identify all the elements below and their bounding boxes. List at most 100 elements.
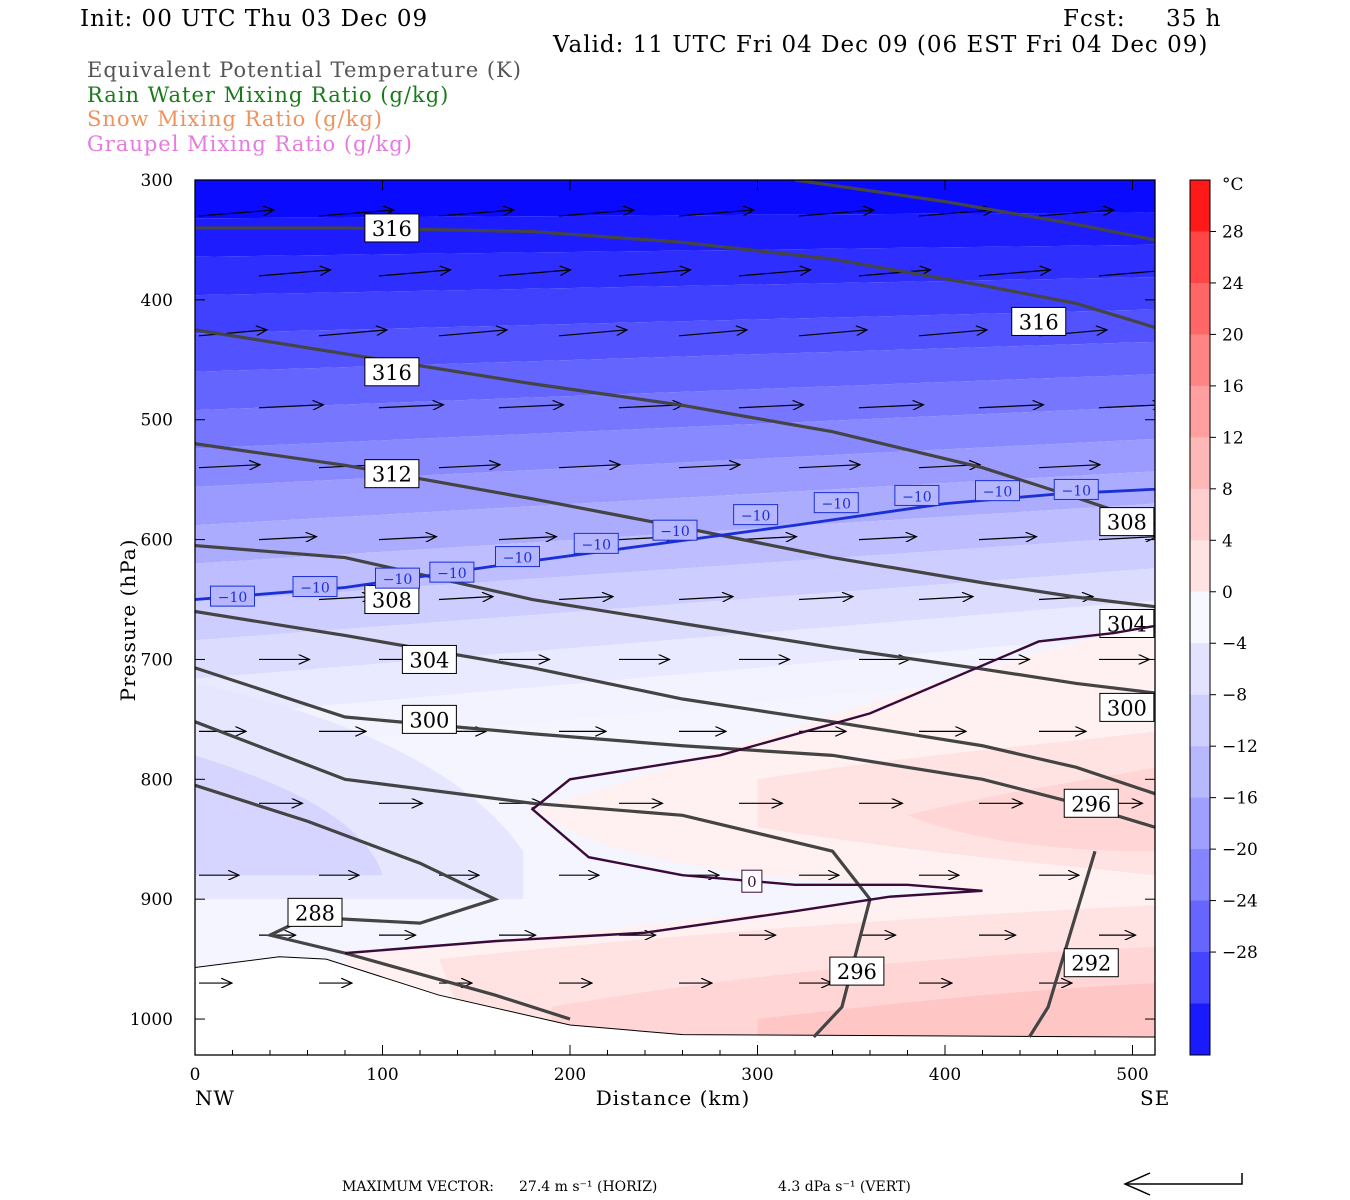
wind-vector	[558, 597, 613, 600]
temperature-contour	[195, 487, 1155, 601]
x-tick-label: 200	[554, 1065, 586, 1085]
colorbar-label: 16	[1222, 377, 1244, 397]
temperature-label: 0	[741, 869, 763, 893]
theta-e-label: 296	[829, 956, 885, 986]
theta-e-label-text: 296	[837, 960, 877, 984]
wind-vector	[558, 465, 620, 468]
reference-vector-icon	[1123, 1172, 1243, 1196]
colorbar-swatch	[1190, 282, 1210, 335]
colorbar-label: −20	[1222, 840, 1258, 860]
legend-graupel: Graupel Mixing Ratio (g/kg)	[87, 132, 413, 156]
wind-vector	[1038, 210, 1114, 217]
temperature-label: −10	[1053, 478, 1099, 500]
theta-e-label-text: 316	[1019, 310, 1059, 334]
theta-e-label-text: 304	[409, 648, 449, 672]
colorbar-label: −28	[1222, 943, 1258, 963]
temperature-label-text: −10	[821, 497, 851, 513]
x-tick-label: 0	[190, 1065, 201, 1085]
temperature-label: −10	[210, 585, 255, 607]
colorbar-swatch	[1190, 180, 1210, 232]
wind-vector	[978, 270, 1051, 277]
temperature-shading	[195, 180, 1155, 1055]
wind-vector	[258, 270, 331, 277]
valid-time: Valid: 11 UTC Fri 04 Dec 09 (06 EST Fri …	[552, 32, 1208, 58]
colorbar-label: −16	[1222, 789, 1258, 809]
colorbar-label: −12	[1222, 737, 1258, 757]
colorbar-label: 4	[1222, 531, 1233, 551]
theta-e-label-text: 300	[409, 708, 449, 732]
wind-vector	[918, 597, 973, 600]
temperature-label-text: −10	[581, 537, 611, 553]
legend-rain-water: Rain Water Mixing Ratio (g/kg)	[87, 83, 449, 107]
wind-vector	[498, 270, 571, 277]
x-axis-title: Distance (km)	[596, 1086, 751, 1110]
wind-vector	[318, 210, 394, 217]
wind-vector	[1098, 270, 1155, 277]
colorbar-swatch	[1190, 540, 1210, 593]
theta-e-contour	[794, 180, 1155, 242]
wind-vector	[318, 330, 387, 337]
y-tick-label: 900	[141, 890, 173, 910]
colorbar: 28 24 20 16 12 8 4 0 −4 −8 −12 −16 −20 −24 −28	[1189, 179, 1258, 1056]
wind-vector	[378, 270, 451, 277]
temperature-label-text: −10	[741, 509, 771, 525]
wind-vector	[438, 330, 507, 337]
temperature-label: −10	[495, 546, 540, 568]
colorbar-label: 24	[1222, 274, 1244, 294]
temperature-label: −10	[975, 480, 1020, 502]
max-vector-label: MAXIMUM VECTOR:	[342, 1179, 494, 1195]
temperature-label-text: −10	[300, 581, 330, 597]
y-tick-label: 700	[141, 650, 173, 670]
temperature-label: −10	[652, 519, 698, 541]
init-time: Init: 00 UTC Thu 03 Dec 09	[80, 6, 428, 32]
y-tick-label: 800	[141, 770, 173, 790]
theta-e-label: 300	[401, 704, 457, 734]
theta-e-label-text: 308	[1107, 511, 1147, 535]
colorbar-swatch	[1190, 694, 1210, 747]
theta-e-label-text: 300	[1107, 696, 1147, 720]
theta-e-contour	[195, 720, 872, 1039]
theta-e-contour	[1028, 850, 1097, 1038]
temperature-label: −10	[375, 567, 420, 589]
temperature-label: −10	[429, 561, 475, 583]
temperature-label: −10	[292, 576, 338, 598]
y-axis-title: Pressure (hPa)	[116, 539, 140, 702]
x-axis: 0 100 200 300 400 500	[190, 180, 1149, 1085]
theta-e-label: 316	[1011, 306, 1067, 336]
y-tick-label: 1000	[130, 1010, 173, 1030]
theta-e-label: 300	[1099, 692, 1155, 722]
theta-e-label: 308	[364, 585, 420, 615]
wind-vector	[798, 330, 867, 337]
colorbar-label: −8	[1222, 686, 1247, 706]
wind-vector	[738, 270, 811, 277]
colorbar-swatch	[1190, 797, 1210, 850]
theta-e-label: 308	[1099, 507, 1155, 537]
x-tick-label: 100	[366, 1065, 398, 1085]
y-axis: 300 400 500 600 700 800 900 1000	[130, 171, 1155, 1030]
x-tick-label: 300	[741, 1065, 773, 1085]
x-tick-label: 400	[929, 1065, 961, 1085]
temperature-label-text: −10	[660, 524, 690, 540]
theta-e-label-text: 316	[372, 217, 412, 241]
theta-e-contour	[195, 609, 1155, 796]
wind-vector	[798, 465, 860, 468]
terrain-surface	[195, 956, 1155, 1055]
x-left-end-label: NW	[195, 1086, 235, 1110]
colorbar-label: −24	[1222, 892, 1258, 912]
y-tick-label: 300	[141, 171, 173, 191]
colorbar-frame	[1189, 179, 1211, 1056]
x-tick-label: 500	[1116, 1065, 1148, 1085]
wind-vector	[618, 270, 691, 277]
y-tick-label: 600	[141, 531, 173, 551]
wind-vector	[558, 330, 627, 337]
wind-vector	[738, 537, 797, 540]
temperature-contour	[344, 624, 1155, 955]
x-right-end-label: SE	[1140, 1086, 1170, 1110]
theta-e-contour	[195, 543, 1155, 695]
theta-e-label-text: 308	[372, 589, 412, 613]
wind-vector	[678, 210, 754, 217]
wind-vector	[858, 537, 917, 540]
colorbar-label: −4	[1222, 634, 1247, 654]
theta-e-label-text: 288	[295, 901, 335, 925]
